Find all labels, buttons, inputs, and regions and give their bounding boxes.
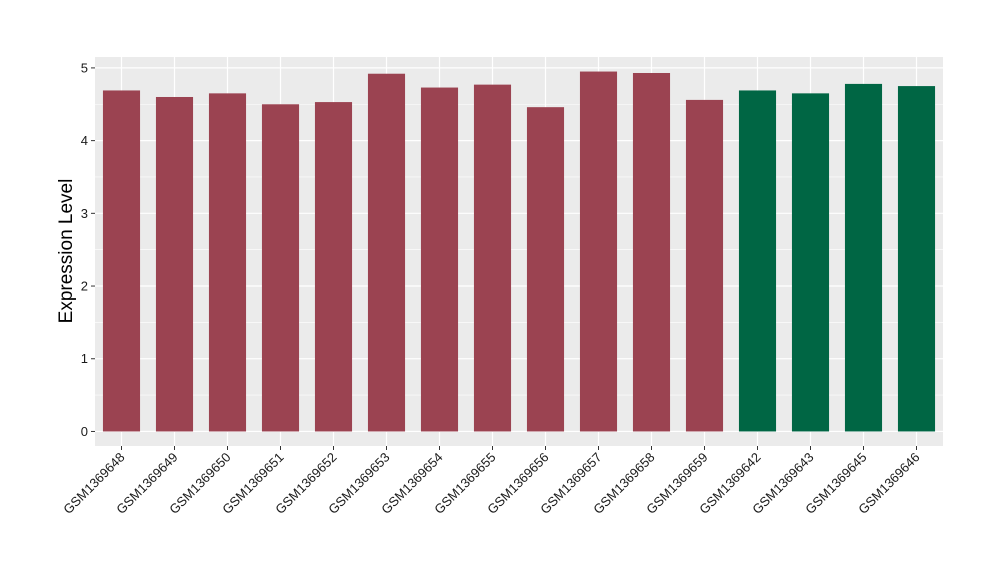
bar-GSM1369658 <box>632 72 671 432</box>
y-tick-label: 1 <box>81 351 88 366</box>
bar-GSM1369656 <box>526 107 565 432</box>
x-axis: GSM1369648GSM1369649GSM1369650GSM1369651… <box>60 446 923 517</box>
bar-GSM1369646 <box>897 86 936 432</box>
bar-GSM1369659 <box>685 99 724 432</box>
y-axis-title: Expression Level <box>56 179 77 324</box>
y-tick-label: 3 <box>81 206 88 221</box>
bar-GSM1369650 <box>208 93 247 432</box>
bar-GSM1369642 <box>738 90 777 432</box>
bar-GSM1369648 <box>102 90 141 432</box>
bars <box>102 71 936 432</box>
y-tick-label: 5 <box>81 60 88 75</box>
y-tick-label: 0 <box>81 424 88 439</box>
y-tick-label: 2 <box>81 279 88 294</box>
y-tick-label: 4 <box>81 133 88 148</box>
bar-GSM1369651 <box>261 104 300 432</box>
bar-GSM1369654 <box>420 87 459 432</box>
bar-GSM1369653 <box>367 73 406 432</box>
bar-GSM1369655 <box>473 84 512 432</box>
bar-GSM1369649 <box>155 96 194 432</box>
y-axis: 0 1 2 3 4 5 <box>81 60 95 439</box>
bar-GSM1369645 <box>844 83 883 432</box>
bar-GSM1369643 <box>791 93 830 432</box>
bar-GSM1369657 <box>579 71 618 432</box>
bar-GSM1369652 <box>314 102 353 432</box>
